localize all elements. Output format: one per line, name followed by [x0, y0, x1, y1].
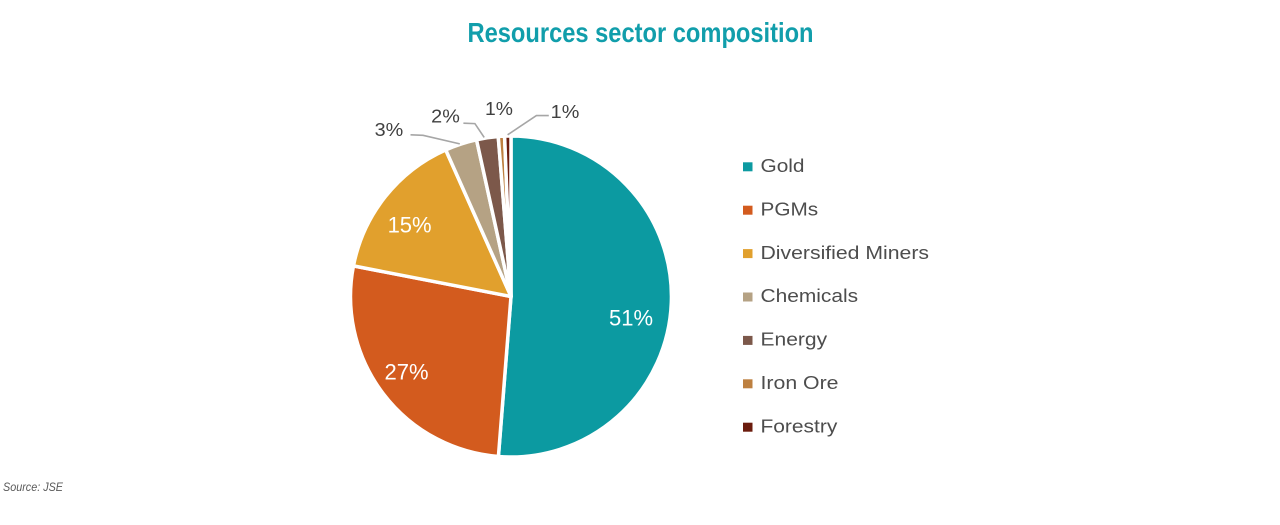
svg-text:Resources sector composition: Resources sector composition: [468, 17, 814, 48]
svg-text:Energy: Energy: [761, 330, 828, 350]
svg-text:PGMs: PGMs: [761, 199, 819, 219]
svg-text:2%: 2%: [431, 106, 460, 126]
svg-text:Diversified Miners: Diversified Miners: [761, 243, 930, 263]
svg-text:Chemicals: Chemicals: [761, 286, 859, 306]
svg-text:15%: 15%: [388, 212, 432, 237]
svg-text:Source: JSE: Source: JSE: [3, 480, 64, 494]
svg-text:51%: 51%: [609, 305, 653, 330]
svg-text:Iron Ore: Iron Ore: [761, 373, 839, 393]
svg-text:3%: 3%: [375, 120, 404, 140]
svg-text:1%: 1%: [485, 99, 513, 119]
svg-text:Forestry: Forestry: [761, 416, 838, 436]
svg-text:27%: 27%: [384, 359, 428, 384]
svg-text:1%: 1%: [551, 102, 580, 122]
svg-text:Gold: Gold: [761, 156, 805, 176]
